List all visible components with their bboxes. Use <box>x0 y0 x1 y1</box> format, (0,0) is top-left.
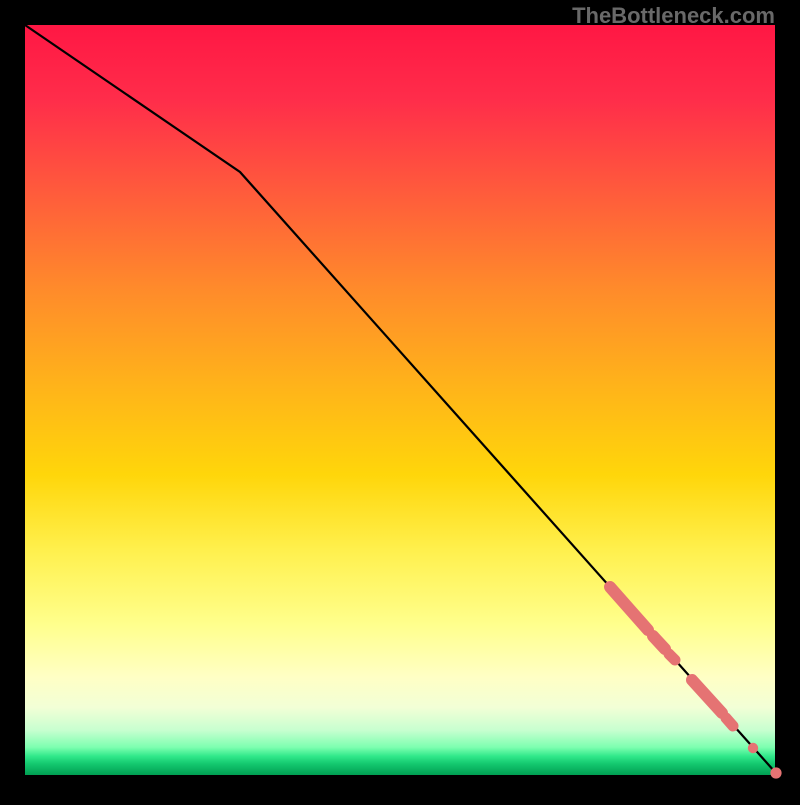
plot-background <box>25 25 775 775</box>
data-point <box>748 743 758 753</box>
watermark-text: TheBottleneck.com <box>572 3 775 29</box>
chart-svg <box>0 0 800 800</box>
data-cluster <box>726 718 733 726</box>
data-cluster <box>669 654 675 660</box>
data-point <box>770 767 781 778</box>
chart-container: TheBottleneck.com <box>0 0 800 800</box>
